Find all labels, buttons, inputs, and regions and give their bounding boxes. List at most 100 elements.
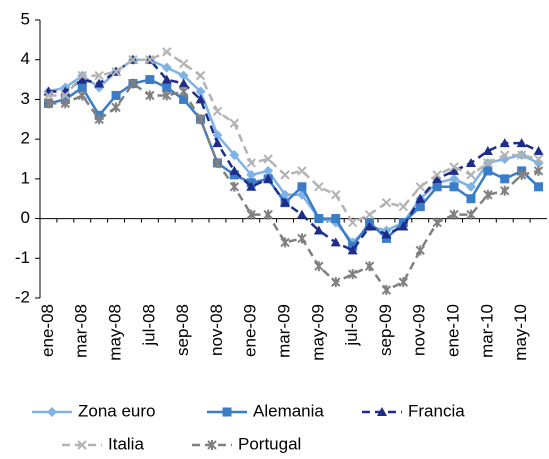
marker [381, 197, 392, 208]
marker [297, 166, 307, 176]
y-tick-label: 3 [21, 89, 30, 108]
marker [466, 209, 476, 220]
marker [449, 182, 459, 192]
marker [534, 182, 544, 192]
marker [229, 165, 240, 175]
marker [331, 214, 341, 224]
marker [280, 237, 290, 248]
marker [432, 217, 442, 228]
x-tick-label: jul-08 [139, 304, 158, 347]
marker [432, 170, 442, 180]
legend-label: Portugal [238, 434, 301, 453]
marker [162, 83, 172, 93]
series-line [48, 50, 539, 225]
marker [263, 209, 273, 220]
marker [483, 189, 493, 200]
marker [398, 277, 409, 288]
marker [432, 173, 443, 183]
marker [533, 146, 544, 156]
marker [364, 261, 375, 272]
x-tick-label: may-09 [308, 304, 327, 361]
marker [229, 150, 240, 161]
legend-label: Francia [408, 401, 465, 420]
marker [212, 106, 223, 117]
marker [381, 285, 392, 296]
marker [280, 197, 291, 207]
marker [77, 74, 88, 84]
marker [331, 190, 341, 200]
legend-label: Zona euro [78, 401, 156, 420]
x-tick-label: may-08 [106, 304, 125, 361]
marker [465, 181, 476, 192]
marker [398, 221, 409, 231]
marker [179, 94, 189, 104]
marker [449, 162, 459, 172]
marker [516, 150, 527, 160]
marker [381, 229, 392, 239]
y-tick-label: 5 [21, 9, 30, 28]
marker [60, 98, 71, 109]
marker [280, 170, 290, 180]
y-tick-label: 0 [21, 208, 30, 227]
marker [483, 158, 493, 168]
marker [516, 138, 527, 148]
marker [111, 66, 121, 77]
marker [77, 70, 87, 81]
marker [161, 74, 172, 84]
x-tick-label: mar-08 [72, 304, 91, 358]
marker [314, 261, 324, 272]
marker [222, 407, 232, 417]
marker [128, 55, 138, 65]
marker [449, 173, 460, 184]
y-tick-label: 2 [21, 129, 30, 148]
marker [178, 58, 189, 69]
x-tick-label: nov-09 [410, 304, 429, 356]
marker [398, 201, 409, 212]
marker [347, 217, 358, 228]
marker [263, 154, 273, 164]
marker [516, 169, 527, 180]
y-tick-label: -2 [15, 287, 30, 306]
marker [128, 78, 138, 89]
marker [43, 98, 54, 109]
marker [229, 118, 240, 128]
marker [415, 193, 426, 203]
marker [246, 209, 256, 220]
x-tick-label: ene-09 [241, 304, 260, 357]
marker [145, 55, 155, 65]
series-line [48, 81, 539, 292]
marker [246, 169, 257, 180]
marker [43, 90, 54, 101]
marker [246, 158, 256, 168]
marker [500, 185, 510, 196]
marker [77, 90, 87, 101]
marker [466, 194, 476, 204]
marker [533, 154, 544, 164]
marker [297, 182, 307, 192]
marker [415, 182, 425, 192]
x-tick-label: ene-10 [444, 304, 463, 357]
marker [111, 102, 121, 113]
marker [499, 138, 510, 148]
marker [432, 182, 442, 192]
marker [449, 209, 459, 220]
marker [415, 202, 425, 212]
x-tick-label: sep-09 [376, 304, 395, 356]
marker [195, 86, 206, 97]
y-tick-label: -1 [15, 248, 30, 267]
marker [195, 70, 206, 81]
marker [246, 181, 257, 191]
marker [364, 209, 375, 220]
marker [330, 237, 341, 247]
marker [212, 157, 223, 168]
marker [415, 245, 425, 256]
marker [263, 165, 274, 176]
marker [162, 47, 172, 57]
marker [331, 277, 341, 288]
marker [347, 245, 358, 255]
marker [533, 165, 544, 176]
marker [47, 407, 57, 417]
marker [94, 78, 105, 88]
marker [297, 233, 307, 244]
